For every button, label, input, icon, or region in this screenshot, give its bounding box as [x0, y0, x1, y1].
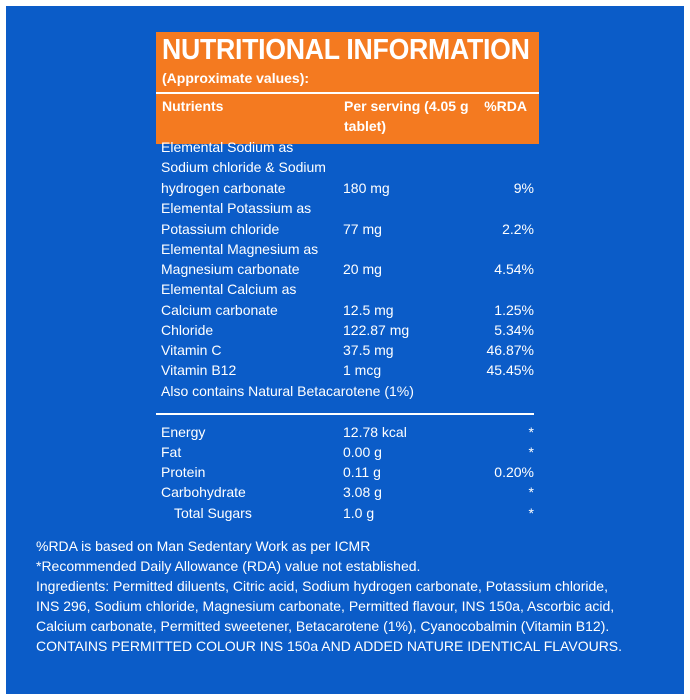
nutrient-name: Elemental Calcium as [161, 281, 297, 297]
nutrient-note: Also contains Natural Betacarotene (1%) [161, 383, 414, 399]
rda-footnote: *Recommended Daily Allowance (RDA) value… [36, 558, 421, 574]
nutrient-rda: 45.45% [486, 362, 534, 378]
nutrient-name: Vitamin B12 [161, 362, 237, 378]
nutrient-name: Calcium carbonate [161, 302, 278, 318]
nutrient-value: 77 mg [343, 221, 382, 237]
table-row: Also contains Natural Betacarotene (1%) [6, 381, 684, 401]
nutrient-value: 37.5 mg [343, 342, 394, 358]
nutrient-rda: 46.87% [486, 342, 534, 358]
page-title: NUTRITIONAL INFORMATION [162, 34, 530, 66]
nutrient-name: Fat [161, 444, 182, 460]
table-row: Protein 0.11 g 0.20% [6, 462, 684, 482]
colour-statement: CONTAINS PERMITTED COLOUR INS 150a AND A… [36, 638, 623, 654]
subtitle: (Approximate values): [162, 70, 310, 86]
rda-note: %RDA is based on Man Sedentary Work as p… [36, 538, 371, 554]
table-row: Elemental Sodium as [6, 137, 684, 157]
nutrient-name: Energy [161, 424, 206, 440]
nutrient-rda: * [528, 444, 534, 460]
nutrient-rda: 2.2% [502, 221, 534, 237]
section-divider [156, 413, 534, 415]
column-header-serving: Per serving (4.05 g tablet) [344, 98, 469, 134]
nutrient-rda: 5.34% [494, 322, 534, 338]
table-row: Vitamin C 37.5 mg 46.87% [6, 340, 684, 360]
nutrient-value: 12.78 kcal [343, 424, 407, 440]
table-row: Magnesium carbonate 20 mg 4.54% [6, 259, 684, 279]
nutrient-name: Elemental Magnesium as [161, 241, 319, 257]
ingredients-line: INS 296, Sodium chloride, Magnesium carb… [36, 598, 615, 614]
nutrient-name: Carbohydrate [161, 484, 246, 500]
nutrient-rda: * [528, 484, 534, 500]
nutrient-value: 122.87 mg [343, 322, 410, 338]
nutrient-name: Protein [161, 464, 206, 480]
table-row: Potassium chloride 77 mg 2.2% [6, 219, 684, 239]
nutrient-name: Chloride [161, 322, 214, 338]
table-row: Chloride 122.87 mg 5.34% [6, 320, 684, 340]
table-row: Elemental Magnesium as [6, 239, 684, 259]
column-header-nutrients: Nutrients [162, 98, 224, 114]
nutrient-rda: 9% [513, 180, 534, 196]
nutrient-name: Elemental Sodium as [161, 139, 294, 155]
nutrient-name: Total Sugars [174, 505, 252, 521]
nutrient-value: 20 mg [343, 261, 382, 277]
nutrient-value: 1.0 g [343, 505, 375, 521]
nutrient-name: Potassium chloride [161, 221, 280, 237]
nutrient-value: 0.00 g [343, 444, 382, 460]
ingredients-line: Calcium carbonate, Permitted sweetener, … [36, 618, 610, 634]
nutrient-rda: 4.54% [494, 261, 534, 277]
ingredients-line: Ingredients: Permitted diluents, Citric … [36, 578, 608, 594]
nutrient-rda: * [528, 424, 534, 440]
table-row: Elemental Potassium as [6, 198, 684, 218]
nutrient-rda: 1.25% [494, 302, 534, 318]
nutrient-rda: 0.20% [494, 464, 534, 480]
table-row: Sodium chloride & Sodium [6, 157, 684, 177]
table-row: Total Sugars 1.0 g * [6, 503, 684, 523]
nutrient-name: Elemental Potassium as [161, 200, 312, 216]
header-divider [156, 92, 539, 94]
nutrient-name: Vitamin C [161, 342, 222, 358]
nutrient-value: 180 mg [343, 180, 390, 196]
table-row: Vitamin B12 1 mcg 45.45% [6, 360, 684, 380]
nutrient-name: Magnesium carbonate [161, 261, 300, 277]
nutrient-rda: * [528, 505, 534, 521]
table-row: Fat 0.00 g * [6, 442, 684, 462]
table-row: Carbohydrate 3.08 g * [6, 482, 684, 502]
nutrient-value: 1 mcg [343, 362, 382, 378]
nutrient-name: Sodium chloride & Sodium [161, 159, 326, 175]
table-row: Energy 12.78 kcal * [6, 422, 684, 442]
nutrient-name: hydrogen carbonate [161, 180, 286, 196]
nutrition-panel: NUTRITIONAL INFORMATION (Approximate val… [6, 6, 684, 694]
column-header-rda: %RDA [484, 98, 527, 114]
table-row: hydrogen carbonate 180 mg 9% [6, 178, 684, 198]
table-row: Elemental Calcium as [6, 279, 684, 299]
nutrient-value: 0.11 g [343, 464, 381, 480]
nutrient-value: 3.08 g [343, 484, 382, 500]
nutrient-value: 12.5 mg [343, 302, 394, 318]
nutrition-header: NUTRITIONAL INFORMATION (Approximate val… [156, 32, 539, 144]
table-row: Calcium carbonate 12.5 mg 1.25% [6, 300, 684, 320]
